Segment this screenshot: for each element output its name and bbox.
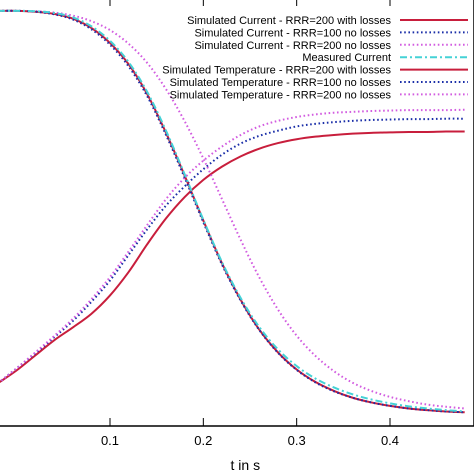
x-tick-label: 0.2	[194, 433, 212, 448]
series-line-6	[0, 117, 465, 383]
x-tick-label: 0.1	[101, 433, 119, 448]
legend-entry-label: Simulated Current - RRR=100 no losses	[194, 27, 391, 39]
x-axis: 0.1 0.2 0.3 0.4	[101, 0, 399, 448]
legend-entry-label: Measured Current	[302, 52, 391, 64]
legend: Simulated Current - RRR=200 with lossesS…	[162, 15, 468, 101]
x-tick-label: 0.4	[381, 433, 399, 448]
series-line-7	[0, 108, 465, 383]
series-line-5	[0, 130, 465, 384]
series-line-3	[0, 9, 465, 410]
legend-entry-label: Simulated Temperature - RRR=200 with los…	[162, 65, 391, 77]
legend-entry-label: Simulated Current - RRR=200 with losses	[187, 15, 391, 27]
legend-entry-label: Simulated Temperature - RRR=200 no losse…	[170, 89, 392, 101]
x-axis-label: t in s	[231, 457, 261, 473]
series-lines	[0, 9, 465, 414]
x-tick-label: 0.3	[288, 433, 306, 448]
legend-entry-label: Simulated Current - RRR=200 no losses	[194, 40, 391, 52]
plot-frame	[0, 0, 474, 427]
legend-entry-label: Simulated Temperature - RRR=100 no losse…	[170, 77, 392, 89]
series-line-4	[0, 9, 465, 413]
